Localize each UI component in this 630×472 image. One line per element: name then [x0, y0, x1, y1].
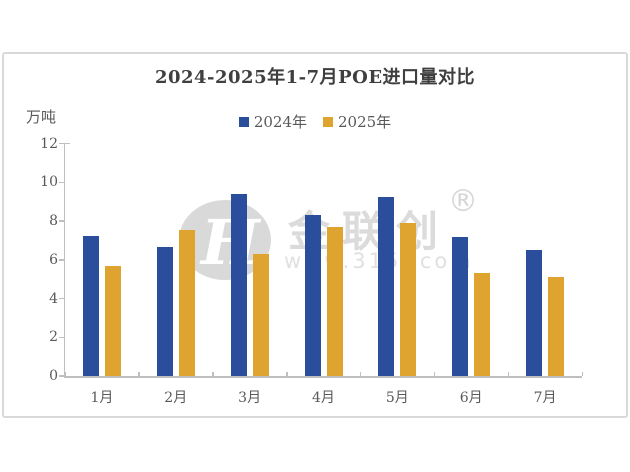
legend-marker-2025-icon: [323, 116, 333, 127]
legend-marker-2024-icon: [238, 116, 249, 127]
y-tick-mark-10: [59, 181, 65, 183]
bar-2024年-1月: [82, 235, 99, 376]
y-tick-label-6: 6: [49, 251, 58, 268]
y-tick-mark-12: [59, 142, 65, 145]
x-tick-label-7: 7月: [533, 390, 557, 406]
x-tick-mark-7: [581, 372, 583, 376]
x-tick-label-5: 5月: [385, 390, 409, 406]
y-tick-mark-0: [59, 375, 65, 377]
x-tick-label-1: 1月: [90, 390, 114, 406]
y-tick-label-0: 0: [49, 368, 58, 384]
x-tick-label-3: 3月: [238, 390, 262, 406]
x-axis-line: [63, 376, 582, 378]
legend-label-2024: 2024年: [253, 113, 307, 131]
bar-2025年-7月: [548, 277, 565, 376]
y-axis-top-tick: [65, 142, 70, 145]
x-tick-mark-4: [359, 372, 362, 376]
y-tick-mark-6: [59, 259, 65, 261]
bar-2025年-5月: [400, 222, 417, 376]
y-tick-label-2: 2: [49, 329, 58, 346]
bar-2024年-3月: [230, 193, 247, 376]
x-tick-label-2: 2月: [164, 390, 188, 406]
x-tick-mark-5: [433, 372, 436, 376]
chart-legend: 2024年 2025年: [0, 111, 630, 132]
watermark-registered-icon: ®: [448, 184, 478, 219]
x-tick-label-6: 6月: [459, 390, 483, 406]
y-tick-label-10: 10: [40, 174, 58, 191]
bar-2025年-2月: [178, 229, 195, 376]
bar-2024年-7月: [526, 250, 543, 376]
x-tick-label-4: 4月: [312, 390, 335, 406]
bar-2024年-2月: [156, 247, 173, 376]
legend-label-2025: 2025年: [338, 113, 392, 131]
bar-2024年-4月: [304, 215, 321, 376]
y-tick-label-8: 8: [49, 213, 58, 229]
legend-item-2024: 2024年: [238, 111, 307, 132]
x-tick-mark-1: [138, 372, 140, 376]
chart-title: 2024-2025年1-7月POE进口量对比: [154, 67, 476, 88]
x-tick-mark-0: [64, 372, 66, 376]
bar-2025年-4月: [326, 226, 343, 376]
x-tick-mark-3: [286, 372, 288, 376]
legend-item-2025: 2025年: [323, 111, 391, 132]
x-tick-mark-2: [212, 372, 214, 376]
bar-2024年-5月: [378, 196, 395, 376]
x-tick-mark-6: [507, 372, 510, 376]
bar-2025年-3月: [252, 253, 269, 376]
y-tick-label-12: 12: [40, 135, 58, 152]
watermark-logo-letter: H: [199, 206, 262, 279]
y-tick-mark-8: [59, 220, 65, 222]
y-tick-mark-4: [59, 297, 65, 300]
watermark-logo-icon: H: [179, 200, 271, 280]
y-axis-line: [63, 143, 65, 376]
bar-2025年-6月: [474, 273, 491, 376]
y-axis-unit-label: 万吨: [26, 108, 57, 126]
bar-2024年-6月: [452, 236, 469, 376]
bar-2025年-1月: [104, 265, 121, 376]
y-tick-label-4: 4: [49, 290, 58, 307]
y-tick-mark-2: [59, 336, 65, 338]
